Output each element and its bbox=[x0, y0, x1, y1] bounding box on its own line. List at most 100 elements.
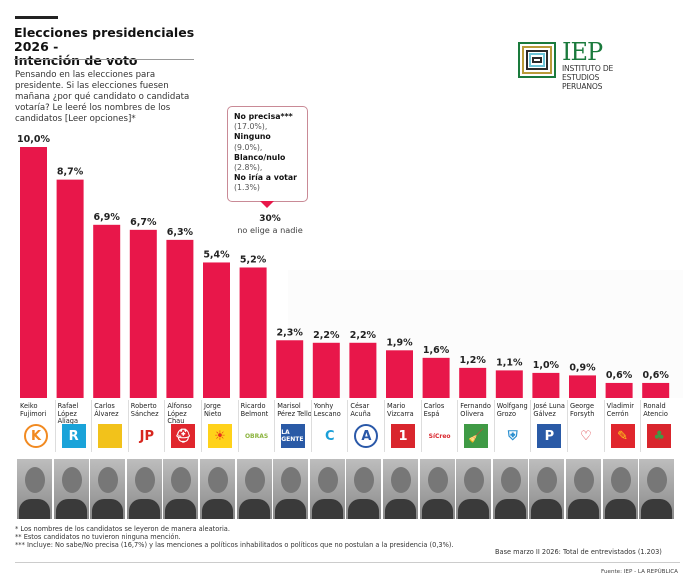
bar-value-label: 0,9% bbox=[569, 362, 596, 373]
candidate-column: Marisol Pérez Tello LA GENTE bbox=[274, 400, 312, 452]
candidate-name: Vladimir Cerrón bbox=[606, 402, 634, 418]
candidate-column: Roberto Sánchez JP bbox=[127, 400, 164, 452]
logo-line-2: ESTUDIOS bbox=[562, 72, 600, 82]
bar-14 bbox=[495, 370, 523, 398]
candidate-column: Mario Vizcarra 1 bbox=[384, 400, 420, 452]
bar-value-label: 2,2% bbox=[350, 330, 377, 341]
candidate-name: Jorge Nieto bbox=[204, 402, 222, 418]
letter-k-orange-circle-icon: K bbox=[24, 424, 48, 448]
bar-value-label: 6,7% bbox=[130, 217, 157, 228]
candidate-column: Fernando Olivera 🧹 bbox=[457, 400, 493, 452]
bar-12 bbox=[422, 357, 450, 398]
bar-6 bbox=[203, 262, 230, 398]
candidate-photo bbox=[346, 459, 382, 519]
road-yellow-square-icon bbox=[98, 424, 123, 448]
callout-item-label: No precisa*** bbox=[234, 112, 293, 121]
bar-value-label: 2,3% bbox=[277, 327, 304, 338]
candidate-name: Wolfgang Grozo bbox=[496, 402, 528, 418]
candidate-column: Carlos Álvarez bbox=[91, 400, 127, 452]
candidate-name: Alfonso López Chau bbox=[167, 402, 192, 426]
bar-4 bbox=[129, 229, 157, 398]
footer-divider bbox=[15, 562, 680, 563]
title-line-2: Intención de voto bbox=[14, 53, 138, 68]
candidate-column: Wolfgang Grozo ⛨ bbox=[493, 400, 530, 452]
page-title: Elecciones presidenciales 2026 - Intenci… bbox=[14, 26, 214, 68]
bar-value-label: 6,9% bbox=[94, 212, 121, 223]
candidate-column: Ronald Atencio ♣ bbox=[640, 400, 676, 452]
number-1-red-icon: 1 bbox=[391, 424, 415, 448]
candidate-name: Rafael López Aliaga bbox=[57, 402, 79, 426]
iep-logo: IEP INSTITUTO DE ESTUDIOS PERUANOS bbox=[518, 38, 668, 90]
bar-value-label: 0,6% bbox=[643, 370, 670, 381]
candidate-name: Fernando Olivera bbox=[460, 402, 491, 418]
bar-2 bbox=[56, 179, 84, 398]
callout-item: No precisa*** bbox=[234, 112, 301, 122]
candidate-name: Marisol Pérez Tello bbox=[277, 402, 312, 418]
title-divider bbox=[14, 59, 194, 60]
callout-item-label: Blanco/nulo bbox=[234, 152, 286, 162]
primero-la-gente-icon: LA GENTE bbox=[281, 424, 306, 448]
sample-base: Base marzo II 2026: Total de entrevistad… bbox=[495, 548, 662, 556]
candidate-photo bbox=[456, 459, 492, 519]
candidate-photo bbox=[273, 459, 309, 519]
candidate-photo bbox=[309, 459, 345, 519]
candidate-name: José Luna Gálvez bbox=[533, 402, 565, 418]
callout-note: no elige a nadie bbox=[237, 225, 303, 235]
bar-5 bbox=[166, 239, 194, 398]
bar-value-label: 5,2% bbox=[240, 254, 267, 265]
bar-value-label: 1,6% bbox=[423, 345, 450, 356]
candidate-column: Vladimir Cerrón ✎ bbox=[603, 400, 640, 452]
bar-18 bbox=[642, 382, 670, 398]
candidate-column: Rafael López Aliaga R bbox=[54, 400, 91, 452]
letter-p-blue-icon: P bbox=[537, 424, 562, 448]
candidate-photo bbox=[53, 459, 89, 519]
callout-item-label: No iría a votar bbox=[234, 173, 298, 183]
callout-total: 30% bbox=[259, 214, 281, 224]
candidate-photo bbox=[419, 459, 455, 519]
survey-question: Pensando en las elecciones para presiden… bbox=[15, 70, 190, 124]
candidate-name: César Acuña bbox=[350, 402, 371, 418]
bar-value-label: 0,6% bbox=[606, 370, 633, 381]
footnote-1: * Los nombres de los candidatos se leyer… bbox=[15, 525, 230, 533]
candidate-photo bbox=[236, 459, 272, 519]
candidate-name: Roberto Sánchez bbox=[130, 402, 159, 418]
candidate-column: Keiko Fujimori K bbox=[18, 400, 54, 452]
leaf-green-red-icon: ♣ bbox=[647, 424, 672, 448]
bar-3 bbox=[93, 224, 121, 398]
candidate-photo bbox=[126, 459, 162, 519]
bar-17 bbox=[605, 382, 633, 398]
source-credit: Fuente: IEP - LA REPÚBLICA bbox=[601, 569, 678, 575]
bar-value-label: 2,2% bbox=[313, 330, 340, 341]
callout-item-label: Ninguno bbox=[234, 132, 271, 142]
obras-text-icon: OBRAS bbox=[244, 424, 269, 448]
callout-item-value: (17.0%), bbox=[234, 122, 268, 132]
bar-16 bbox=[569, 375, 596, 398]
candidate-name: Ronald Atencio bbox=[643, 402, 668, 418]
letter-r-blue-square-icon: R bbox=[61, 424, 86, 448]
c-multicolor-icon: C bbox=[317, 424, 342, 448]
bar-value-label: 1,9% bbox=[386, 337, 413, 348]
bar-13 bbox=[459, 367, 487, 398]
candidate-column: Jorge Nieto ☀ bbox=[201, 400, 237, 452]
logo-acronym: IEP bbox=[562, 38, 603, 66]
broom-green-icon: 🧹 bbox=[464, 424, 489, 448]
candidate-name: Carlos Espá bbox=[423, 402, 445, 418]
candidate-labels-row: Keiko Fujimori K Rafael López Aliaga R Carlo… bbox=[0, 400, 696, 452]
bar-value-label: 8,7% bbox=[57, 167, 84, 178]
bar-15 bbox=[532, 372, 560, 398]
candidate-photo bbox=[492, 459, 528, 519]
letter-a-circle-icon: A bbox=[354, 424, 379, 448]
callout-item-value: (2.8%), bbox=[234, 163, 263, 173]
heart-peru-icon: ♡ bbox=[574, 424, 598, 448]
iep-logo-mark-icon bbox=[518, 42, 556, 78]
title-line-1: Elecciones presidenciales 2026 - bbox=[14, 25, 195, 54]
candidate-photo bbox=[383, 459, 418, 519]
candidate-name: Yonhy Lescano bbox=[313, 402, 341, 418]
candidate-column: Ricardo Belmont OBRAS bbox=[237, 400, 274, 452]
bar-9 bbox=[312, 342, 340, 398]
candidate-photo bbox=[163, 459, 199, 519]
candidate-photo bbox=[17, 459, 52, 519]
candidate-column: George Forsyth ♡ bbox=[567, 400, 603, 452]
shield-blue-icon: ⛨ bbox=[500, 424, 525, 448]
footnote-2: ** Estos candidatos no tuvieron ninguna … bbox=[15, 533, 181, 541]
